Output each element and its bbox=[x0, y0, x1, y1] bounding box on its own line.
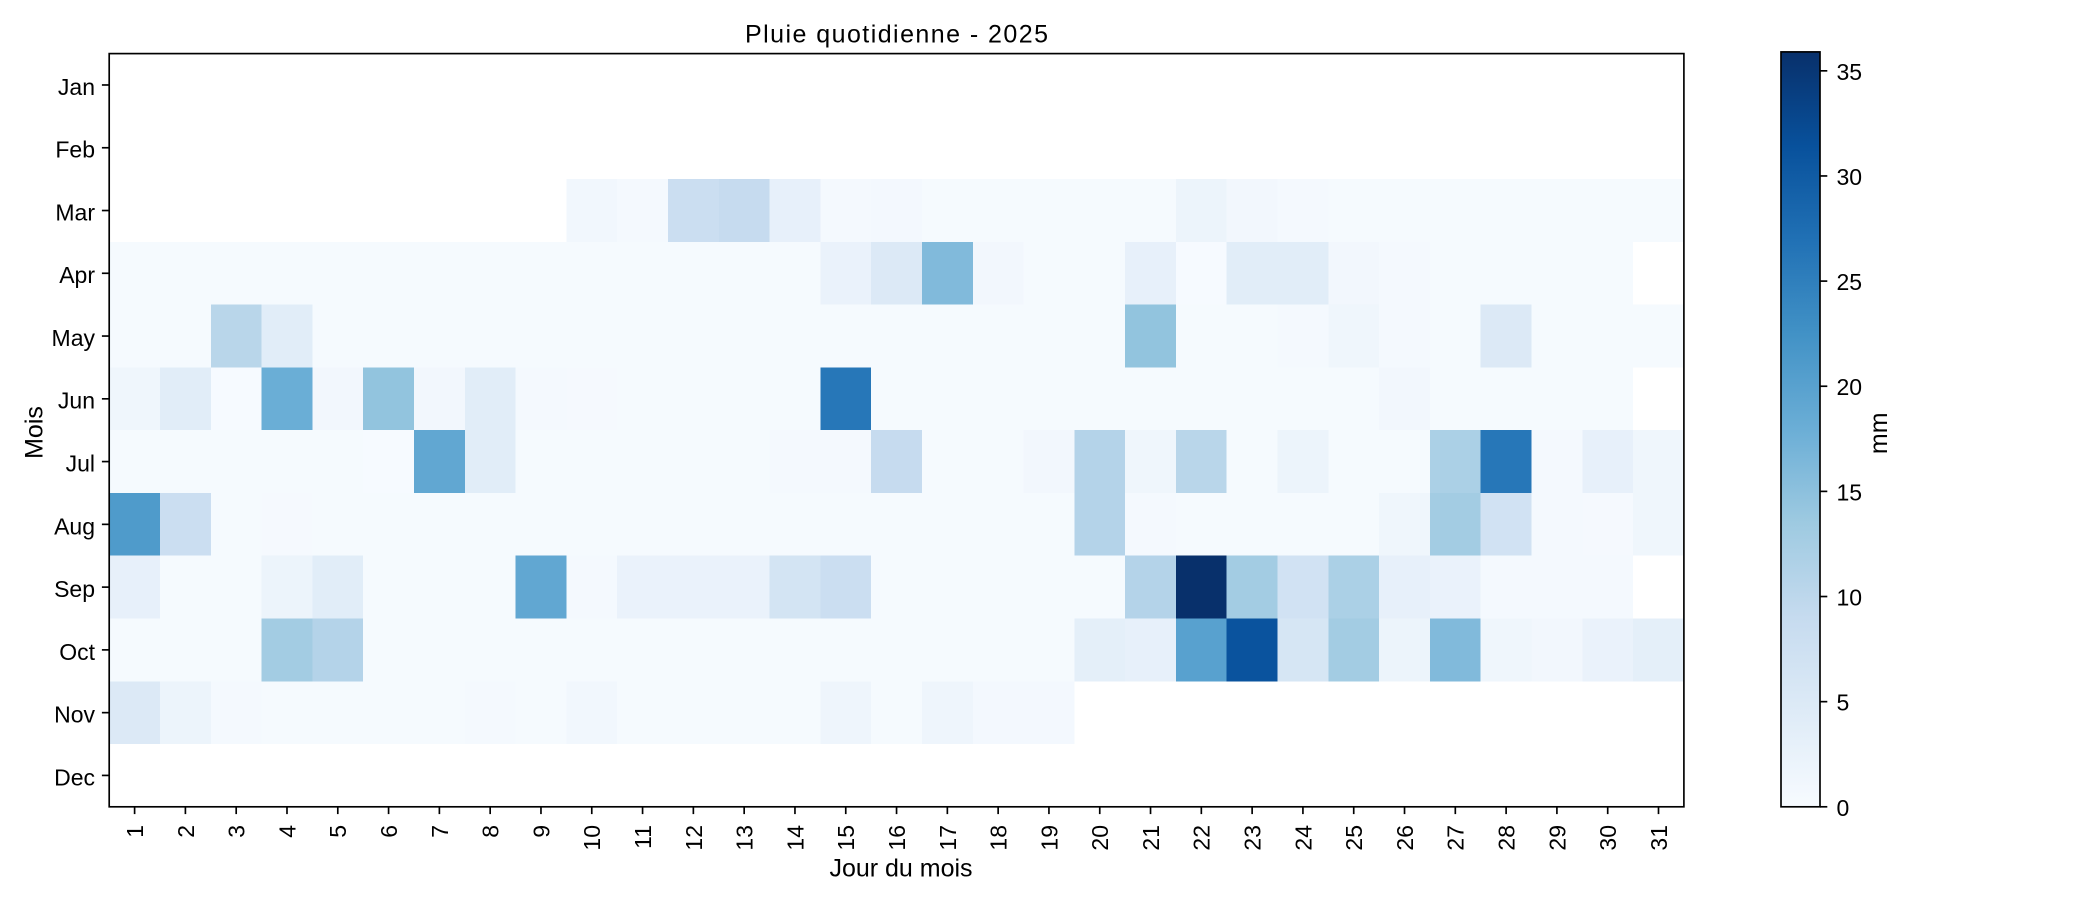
svg-text:31: 31 bbox=[1646, 825, 1672, 851]
svg-text:Apr: Apr bbox=[59, 262, 95, 288]
svg-text:Jul: Jul bbox=[66, 450, 95, 476]
svg-text:14: 14 bbox=[782, 825, 808, 851]
svg-text:18: 18 bbox=[986, 825, 1012, 851]
svg-text:2: 2 bbox=[173, 825, 199, 838]
svg-text:24: 24 bbox=[1290, 825, 1316, 851]
svg-text:Sep: Sep bbox=[54, 576, 95, 602]
svg-text:8: 8 bbox=[478, 825, 504, 838]
svg-text:10: 10 bbox=[1837, 585, 1863, 611]
svg-text:5: 5 bbox=[325, 825, 351, 838]
svg-text:9: 9 bbox=[528, 825, 554, 838]
svg-text:11: 11 bbox=[630, 825, 656, 849]
svg-text:25: 25 bbox=[1837, 269, 1863, 295]
svg-text:5: 5 bbox=[1837, 690, 1850, 716]
svg-text:28: 28 bbox=[1494, 825, 1520, 851]
svg-text:13: 13 bbox=[732, 825, 758, 851]
svg-text:May: May bbox=[52, 325, 96, 351]
svg-text:Aug: Aug bbox=[54, 513, 95, 539]
svg-text:27: 27 bbox=[1443, 825, 1469, 851]
svg-text:Pluie quotidienne - 2025: Pluie quotidienne - 2025 bbox=[745, 20, 1048, 48]
svg-text:Oct: Oct bbox=[59, 639, 95, 665]
svg-text:20: 20 bbox=[1837, 374, 1863, 400]
svg-text:mm: mm bbox=[1865, 412, 1893, 454]
svg-text:Jan: Jan bbox=[58, 74, 95, 100]
svg-text:Mois: Mois bbox=[21, 406, 49, 459]
svg-text:15: 15 bbox=[1837, 479, 1863, 505]
svg-text:21: 21 bbox=[1138, 825, 1164, 851]
svg-text:15: 15 bbox=[833, 825, 859, 851]
svg-text:12: 12 bbox=[681, 825, 707, 851]
svg-text:4: 4 bbox=[274, 825, 300, 838]
svg-text:23: 23 bbox=[1240, 825, 1266, 851]
svg-text:Feb: Feb bbox=[55, 137, 95, 163]
svg-text:3: 3 bbox=[224, 825, 250, 838]
svg-text:Jun: Jun bbox=[58, 388, 95, 414]
svg-text:25: 25 bbox=[1341, 825, 1367, 851]
svg-text:0: 0 bbox=[1837, 795, 1850, 821]
svg-text:30: 30 bbox=[1837, 164, 1863, 190]
svg-text:10: 10 bbox=[579, 825, 605, 851]
svg-text:20: 20 bbox=[1087, 825, 1113, 851]
svg-text:Mar: Mar bbox=[55, 199, 95, 225]
svg-text:7: 7 bbox=[427, 825, 453, 838]
svg-text:6: 6 bbox=[376, 825, 402, 838]
svg-text:35: 35 bbox=[1837, 59, 1863, 85]
svg-text:1: 1 bbox=[122, 825, 148, 838]
svg-text:26: 26 bbox=[1392, 825, 1418, 851]
svg-text:Nov: Nov bbox=[54, 702, 95, 728]
svg-text:17: 17 bbox=[935, 825, 961, 851]
svg-text:30: 30 bbox=[1595, 825, 1621, 851]
svg-text:Jour du mois: Jour du mois bbox=[829, 854, 972, 882]
svg-text:Dec: Dec bbox=[54, 764, 95, 790]
svg-text:19: 19 bbox=[1036, 825, 1062, 851]
svg-text:22: 22 bbox=[1189, 825, 1215, 851]
svg-text:29: 29 bbox=[1544, 825, 1570, 851]
svg-text:16: 16 bbox=[884, 825, 910, 851]
